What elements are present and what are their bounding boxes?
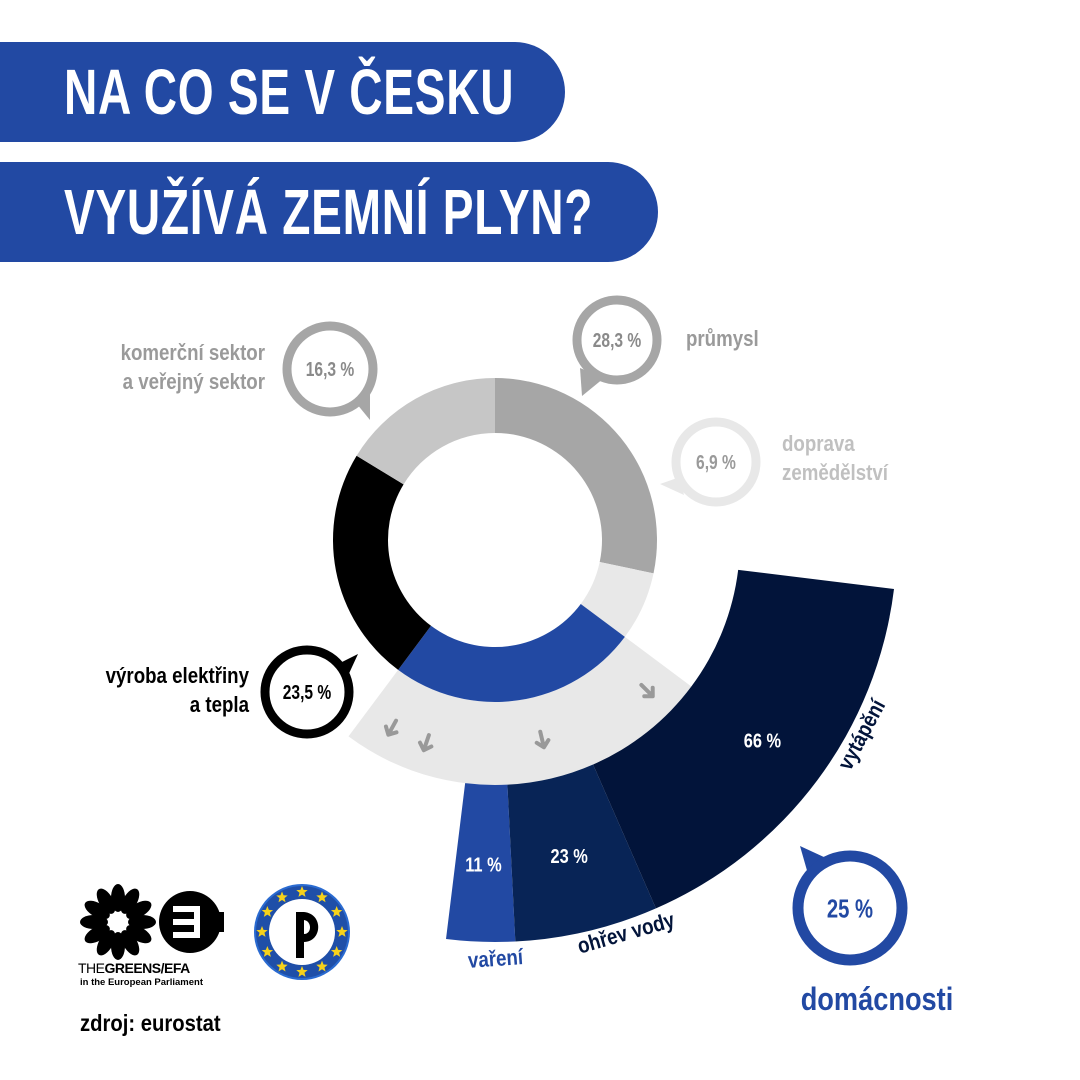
donut-category-label-vyroba-elektriny-a-tepla: výroba elektřiny a tepla <box>106 665 250 718</box>
bubble-ring <box>282 321 378 417</box>
source-note: zdroj: eurostat <box>80 1010 221 1036</box>
bubble-tail <box>800 846 826 874</box>
bubble-tail <box>580 368 604 396</box>
donut-slice-komercni-sektor-a-verejny-sektor <box>356 378 495 485</box>
bubble-value-label: 23,5 % <box>283 681 332 703</box>
eu-star <box>296 886 308 897</box>
greens-logo-line1: THEGREENS/EFA <box>78 960 190 976</box>
eu-star <box>256 926 268 937</box>
bubble-prumysl: 28,3 % <box>572 295 662 396</box>
eu-star <box>261 906 274 917</box>
petal <box>126 924 152 944</box>
eu-star <box>316 891 328 903</box>
label-line: domácnosti <box>801 982 954 1018</box>
petal <box>120 888 140 914</box>
petal-shape <box>120 888 140 914</box>
title-banner-1: NA CO SE V ČESKU <box>0 42 565 142</box>
petal <box>96 930 116 956</box>
petal <box>96 888 116 914</box>
petal <box>126 900 152 920</box>
fan-slice-vytapeni <box>593 569 895 909</box>
title-banner-2: VYUŽÍVÁ ZEMNÍ PLYN? <box>0 162 658 262</box>
donut-category-label-komercni-sektor-a-verejny-sektor: komerční sektor a veřejný sektor <box>121 342 265 395</box>
eu-stars-icon <box>256 886 348 977</box>
label-line: průmysl <box>686 328 759 352</box>
fan-connector-ring <box>348 636 692 785</box>
arrow-shape <box>534 729 551 750</box>
petal-shape <box>84 900 110 920</box>
petal-shape <box>96 888 116 914</box>
donut-category-label-doprava-zemedelstvi: doprava zemědělství <box>782 433 889 486</box>
fan-value-label-ohrev-vody: 23 % <box>550 844 587 867</box>
label-line: zemědělství <box>782 462 889 486</box>
donut-slice-vyroba-elektriny-a-tepla <box>333 455 432 670</box>
donut-slice-prumysl <box>495 377 657 574</box>
label-line: a veřejný sektor <box>123 371 265 395</box>
arrow-icon <box>417 733 434 753</box>
petal <box>120 930 140 956</box>
bubble-value-label: 25 % <box>827 894 873 923</box>
bubble-value-label: 6,9 % <box>696 451 736 473</box>
petal <box>84 924 110 944</box>
eu-star <box>261 946 274 957</box>
flower-center <box>109 913 127 931</box>
pirate-party-logo <box>254 884 350 980</box>
arrow-shape <box>383 718 399 737</box>
household-breakdown-fan <box>446 569 895 942</box>
eu-star <box>276 960 288 972</box>
flower-icon <box>80 884 156 960</box>
eu-star <box>336 926 348 937</box>
eu-star <box>316 960 328 972</box>
bubble-ring <box>792 850 908 966</box>
greens-logo-line2: in the European Parliament <box>80 977 203 988</box>
donut-slice-domacnosti <box>398 603 625 703</box>
bubble-doprava-zemedelstvi: 6,9 % <box>660 417 761 507</box>
bubble-ring <box>671 417 761 507</box>
arrow-icon <box>534 729 551 750</box>
donut-chart <box>333 377 657 703</box>
title-line-1: NA CO SE V ČESKU <box>64 56 515 128</box>
arrow-icon <box>383 718 399 737</box>
petal-shape <box>126 900 152 920</box>
petal-shape <box>120 930 140 956</box>
petal-shape <box>96 930 116 956</box>
bubble-value-label: 28,3 % <box>593 329 642 351</box>
eu-star <box>330 946 343 957</box>
bubble-domacnosti: 25 % <box>792 846 908 966</box>
eu-star <box>276 891 288 903</box>
label-line: a tepla <box>190 694 250 718</box>
petal <box>84 900 110 920</box>
bubble-ring <box>260 645 354 739</box>
fan-value-label-vareni: 11 % <box>465 853 501 876</box>
label-line: doprava <box>782 433 855 457</box>
value-bubbles: 28,3 % 6,9 % 25 % 23,5 % 16,3 % <box>260 295 908 966</box>
arrow-shape <box>417 733 434 753</box>
fan-slice-vareni <box>446 783 516 942</box>
bubble-komercni-sektor-a-verejny-sektor: 16,3 % <box>282 321 378 420</box>
label-line: komerční sektor <box>121 342 265 366</box>
greens-efa-logo <box>80 884 224 960</box>
arrow-icon <box>639 682 655 699</box>
donut-category-label-domacnosti: domácnosti <box>801 982 954 1018</box>
bubble-value-label: 16,3 % <box>306 358 355 380</box>
arrow-shape <box>639 682 655 699</box>
petal-shape <box>126 924 152 944</box>
bubble-vyroba-elektriny-a-tepla: 23,5 % <box>260 645 358 739</box>
fan-category-label-vareni: vaření <box>467 946 525 974</box>
eu-star <box>330 906 343 917</box>
fan-value-label-vytapeni: 66 % <box>744 729 781 752</box>
label-line: výroba elektřiny <box>106 665 250 689</box>
fan-connector-band <box>348 636 692 785</box>
eu-star <box>296 966 308 977</box>
donut-slice-doprava-zemedelstvi <box>580 562 654 637</box>
bubble-ring <box>572 295 662 385</box>
petal-shape <box>84 924 110 944</box>
title-line-2: VYUŽÍVÁ ZEMNÍ PLYN? <box>64 176 594 248</box>
fan-slice-ohrev-vody <box>507 764 656 942</box>
donut-category-label-prumysl: průmysl <box>686 328 759 352</box>
